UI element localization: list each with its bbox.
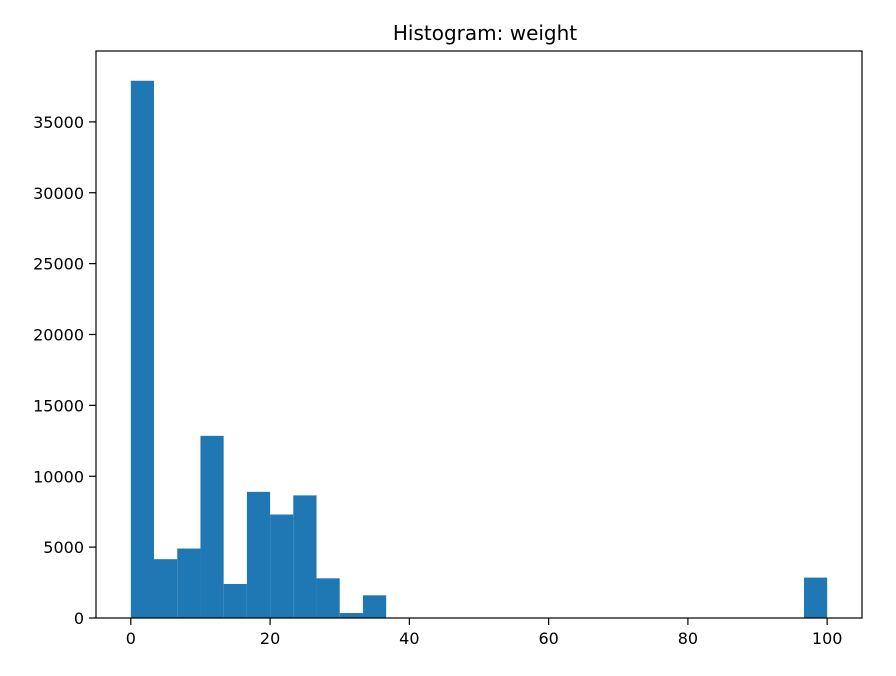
y-tick-label: 25000 <box>33 255 84 274</box>
x-axis: 0 20 40 60 80 100 <box>126 618 843 648</box>
y-tick-label: 20000 <box>33 326 84 345</box>
histogram-bar <box>130 80 155 618</box>
y-tick-label: 10000 <box>33 467 84 486</box>
histogram-bar <box>362 595 387 618</box>
histogram-bar <box>803 577 828 618</box>
x-tick-label: 40 <box>399 629 419 648</box>
x-tick-label: 60 <box>538 629 558 648</box>
x-tick-label: 20 <box>260 629 280 648</box>
histogram-bar <box>177 548 201 618</box>
histogram-bar <box>316 578 340 618</box>
y-tick-label: 35000 <box>33 113 84 132</box>
y-tick-label: 30000 <box>33 184 84 203</box>
x-tick-label: 80 <box>678 629 698 648</box>
histogram-bar <box>223 583 247 618</box>
histogram-bar <box>293 495 317 618</box>
y-tick-label: 5000 <box>43 538 84 557</box>
bars-layer <box>130 80 828 618</box>
x-tick-label: 0 <box>126 629 136 648</box>
histogram-bar <box>200 435 224 618</box>
y-tick-label: 0 <box>74 609 84 628</box>
x-tick-label: 100 <box>812 629 843 648</box>
histogram-bar <box>246 491 271 618</box>
histogram-bar <box>154 559 178 618</box>
histogram-bar <box>270 514 294 618</box>
y-axis: 0 5000 10000 15000 20000 25000 30000 35000 <box>33 113 96 628</box>
plot-frame <box>95 50 863 619</box>
histogram-bar <box>339 613 363 618</box>
chart-title: Histogram: weight <box>393 21 577 45</box>
y-tick-label: 15000 <box>33 396 84 415</box>
